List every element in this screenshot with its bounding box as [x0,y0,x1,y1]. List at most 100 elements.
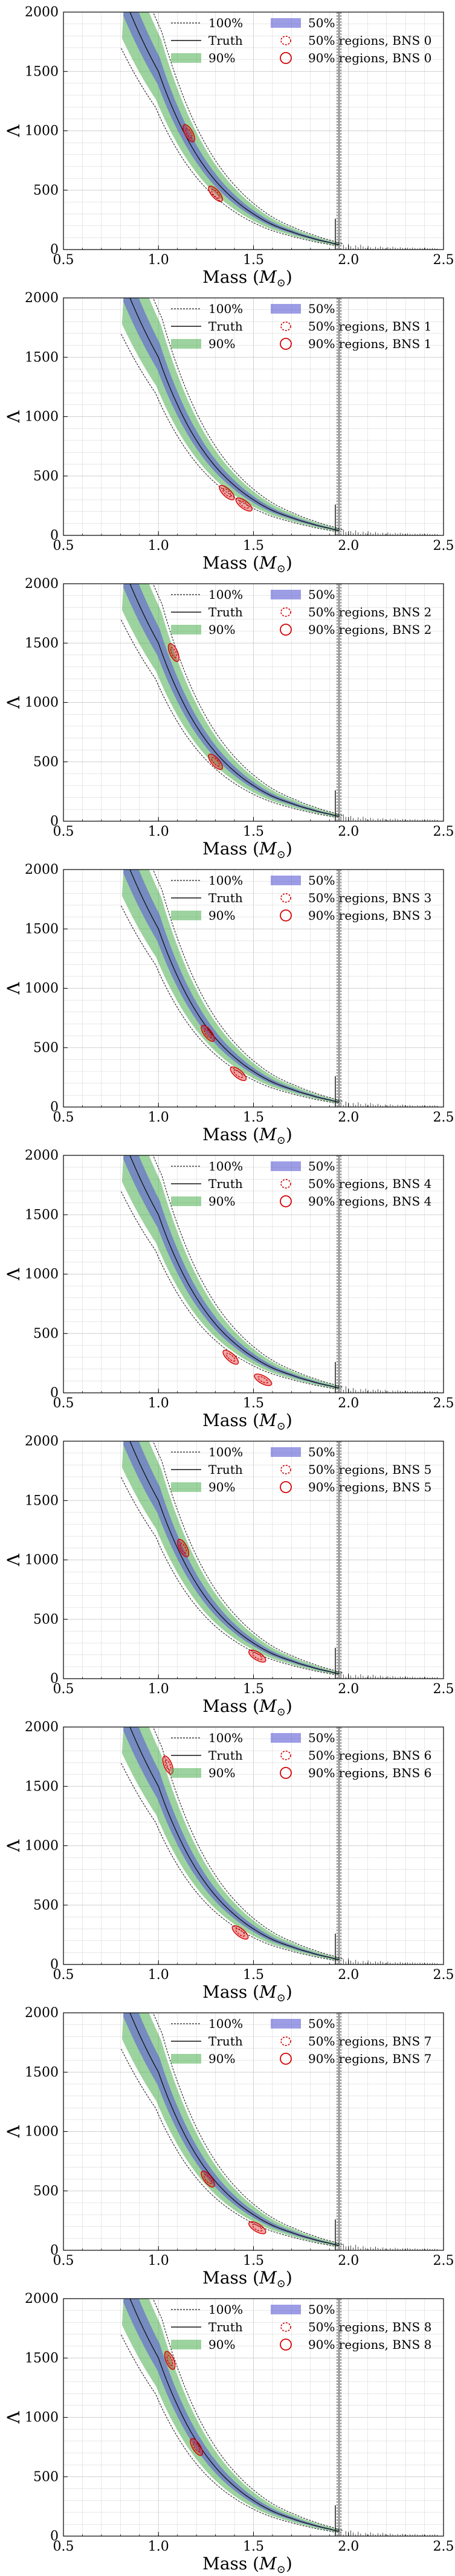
x-tick-label: 1.5 [243,1396,264,1411]
band-100-lower [121,1477,337,1676]
band-100-lower [121,2334,337,2533]
legend-label: 90% [208,2337,235,2352]
legend-label: 50% [308,1731,335,1745]
grid [63,583,444,822]
chart-panel-5: 0.5 1.0 1.5 2.0 2.5 0 500 1000 1500 2000 Mass (M⊙)… [4,1434,454,1719]
x-tick-label: 1.0 [148,253,169,268]
y-axis-label: Λ [4,1839,24,1853]
curves [121,2299,438,2536]
truth-curve [129,870,340,1103]
legend-swatch-90 [171,911,201,920]
truth-curve [129,2013,340,2246]
region-50 [211,757,220,767]
y-tick-label: 500 [33,2184,59,2199]
band-50 [123,1441,340,1674]
legend-swatch-50 [271,2305,301,2314]
legend-label: 90% regions, BNS 8 [308,2337,431,2352]
x-tick-label: 0.5 [53,824,74,839]
x-tick-label: 2.0 [338,1682,359,1697]
y-tick-label: 1000 [25,1267,59,1282]
region-50 [211,189,220,199]
band-50 [123,298,340,531]
band-100-lower [121,48,337,247]
truth-curve [129,298,340,531]
legend-swatch-90 [171,1196,201,1206]
legend-label: 50% regions, BNS 8 [308,2320,431,2334]
x-axis-label: Mass (M⊙) [202,267,292,289]
legend-label: 90% regions, BNS 2 [308,622,431,637]
legend-label: 50% regions, BNS 5 [308,1462,431,1477]
y-tick-label: 0 [50,242,59,257]
legend-swatch-region-90 [280,1481,292,1493]
region-50 [185,128,193,139]
y-tick-label: 0 [50,2529,59,2544]
legend-label: 90% regions, BNS 3 [308,908,431,923]
legend-label: Truth [208,891,243,905]
y-tick-label: 500 [33,1041,59,1056]
y-tick-label: 1500 [25,2065,59,2080]
truth-curve [129,12,340,245]
y-tick-label: 2000 [25,2291,59,2306]
legend-swatch-90 [171,2054,201,2064]
legend-label: 50% regions, BNS 1 [308,319,431,334]
curves [121,584,438,821]
legend-swatch-region-50 [280,893,291,903]
legend-label: Truth [208,2320,243,2334]
y-axis-label: Λ [4,982,24,995]
band-100-upper [152,1441,343,1673]
legend-label: Truth [208,33,243,48]
region-50 [257,1376,268,1384]
legend-swatch-90 [171,339,201,349]
y-tick-label: 500 [33,1612,59,1627]
legend-label: 50% regions, BNS 7 [308,2034,431,2048]
band-50 [123,1727,340,1960]
band-100-upper [152,1727,343,1959]
x-tick-label: 2.5 [433,1396,454,1411]
band-50 [123,870,340,1103]
legend-label: 50% [308,2302,335,2317]
legend-label: 50% regions, BNS 0 [308,33,431,48]
legend-label: 90% [208,2051,235,2066]
band-100-upper [152,870,343,1102]
legend: 100% 50% Truth 50% regions, BNS 0 90% 90% reg… [171,16,431,65]
legend-label: 50% [308,1159,335,1173]
x-axis-label: Mass (M⊙) [202,1696,292,1719]
band-100-upper [152,2013,343,2245]
x-tick-label: 0.5 [53,1682,74,1697]
x-tick-label: 2.5 [433,1110,454,1125]
x-tick-label: 1.5 [243,538,264,554]
legend-swatch-region-90 [280,2053,292,2065]
y-tick-label: 2000 [25,1720,59,1735]
x-tick-label: 1.0 [148,2539,169,2554]
x-tick-label: 1.5 [243,1110,264,1125]
x-tick-label: 2.0 [338,2253,359,2268]
legend-swatch-50 [271,1447,301,1457]
band-100-lower [121,905,337,1104]
region-50 [235,1928,245,1937]
y-tick-label: 1000 [25,1553,59,1568]
band-50 [123,1155,340,1389]
y-tick-label: 0 [50,1386,59,1401]
legend-label: 90% [208,1766,235,1780]
band-100-lower [121,2048,337,2247]
legend-swatch-region-90 [280,909,292,922]
legend-swatch-50 [271,876,301,885]
legend-swatch-region-50 [280,2322,291,2332]
y-tick-label: 1500 [25,64,59,79]
curves [121,1155,438,1393]
legend: 100% 50% Truth 50% regions, BNS 4 90% 90% reg… [171,1159,431,1209]
x-tick-label: 2.0 [338,1110,359,1125]
y-tick-label: 2000 [25,576,59,592]
region-50 [233,1069,244,1078]
legend-label: Truth [208,1177,243,1191]
y-tick-label: 500 [33,755,59,770]
legend: 100% 50% Truth 50% regions, BNS 6 90% 90% reg… [171,1731,431,1780]
band-50 [123,2299,340,2532]
chart-panel-2: 0.5 1.0 1.5 2.0 2.5 0 500 1000 1500 2000 Mass (M⊙)… [4,576,454,861]
x-tick-label: 2.5 [433,253,454,268]
y-tick-label: 1000 [25,696,59,711]
x-tick-label: 0.5 [53,538,74,554]
y-axis-label: Λ [4,2125,24,2139]
legend-swatch-50 [271,18,301,28]
x-tick-label: 1.5 [243,2253,264,2268]
